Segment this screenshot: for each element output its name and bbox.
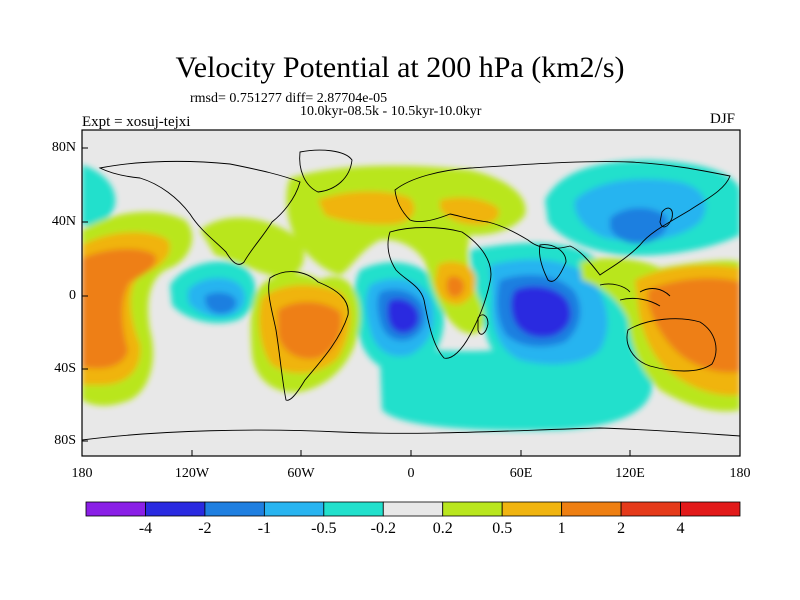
lat-label-0: 0: [69, 288, 76, 303]
rmsd-diff-stats: rmsd= 0.751277 diff= 2.87704e-05: [190, 91, 388, 106]
contour-negative-top-left: [82, 165, 116, 226]
colorbar-label: 0.5: [492, 520, 513, 537]
lat-label-40s: 40S: [54, 361, 76, 376]
coastlines: [82, 149, 740, 441]
lon-label-180-east: 180: [729, 466, 751, 481]
colorbar-label: 0.2: [432, 520, 453, 537]
colorbar-label: -0.2: [370, 520, 396, 537]
colorbar-label: 2: [617, 520, 626, 537]
colorbar: [85, 501, 741, 517]
contour-min-atlantic: [387, 298, 419, 334]
colorbar-swatch: [561, 501, 622, 517]
contour-min-indian-ocean: [511, 286, 571, 338]
colorbar-label: -4: [138, 520, 153, 537]
colorbar-swatch: [263, 501, 325, 517]
colorbar-label: -1: [257, 520, 272, 537]
lon-label-60e: 60E: [509, 466, 533, 481]
colorbar-swatch: [323, 501, 384, 517]
lon-label-180-west: 180: [71, 466, 93, 481]
colorbar-swatch: [204, 501, 265, 517]
colorbar-swatch: [680, 501, 741, 517]
colorbar-swatch: [442, 501, 503, 517]
lat-label-40n: 40N: [51, 214, 76, 229]
lat-label-80s: 80S: [54, 433, 76, 448]
colorbar-label: 1: [557, 520, 566, 537]
experiment-label: Expt = xosuj-tejxi: [82, 114, 191, 130]
colorbar-swatch: [382, 501, 444, 517]
colorbar-label: 4: [676, 520, 685, 537]
colorbar-swatch: [145, 501, 206, 517]
colorbar-swatch: [501, 501, 563, 517]
plot-title: Velocity Potential at 200 hPa (km2/s): [175, 51, 625, 84]
lon-label-120w: 120W: [174, 466, 210, 481]
lon-label-60w: 60W: [287, 466, 315, 481]
season-label: DJF: [710, 111, 736, 127]
lon-label-0: 0: [407, 466, 415, 481]
colorbar-label: -0.5: [311, 520, 337, 537]
axis-ticks: [81, 147, 741, 456]
colorbar-swatch: [85, 501, 146, 517]
colorbar-swatch: [620, 501, 681, 517]
lon-label-120e: 120E: [615, 466, 645, 481]
lat-label-80n: 80N: [51, 140, 76, 155]
period-label: 10.0kyr-08.5k - 10.5kyr-10.0kyr: [300, 104, 482, 119]
contour-field: [82, 130, 740, 456]
colorbar-label: -2: [198, 520, 212, 537]
